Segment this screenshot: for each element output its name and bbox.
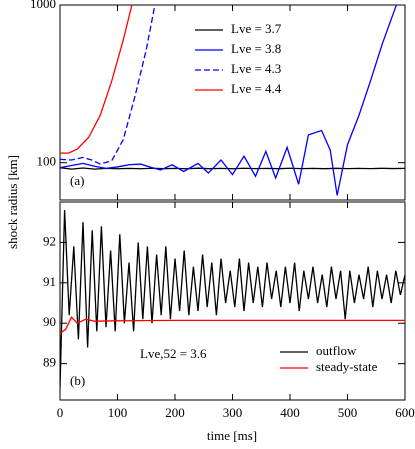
x-tick-label: 200 bbox=[165, 405, 185, 420]
series-line bbox=[60, 210, 405, 388]
y-tick-label: 100 bbox=[37, 154, 57, 169]
legend-label: Lve = 4.4 bbox=[231, 81, 282, 96]
legend-label: Lve = 4.3 bbox=[231, 61, 281, 76]
legend-label: steady-state bbox=[316, 359, 378, 374]
x-tick-label: 600 bbox=[395, 405, 415, 420]
series-line bbox=[60, 316, 405, 334]
y-tick-label: 89 bbox=[43, 355, 56, 370]
legend-label: Lve = 3.7 bbox=[231, 21, 282, 36]
y-tick-label: 1000 bbox=[30, 0, 56, 11]
y-axis-label: shock radius [km] bbox=[5, 155, 20, 249]
panel-label: (b) bbox=[70, 373, 85, 388]
series-line bbox=[60, 5, 133, 154]
y-tick-label: 91 bbox=[43, 274, 56, 289]
x-tick-label: 300 bbox=[223, 405, 243, 420]
x-tick-label: 500 bbox=[338, 405, 358, 420]
series-line bbox=[60, 167, 405, 170]
y-tick-label: 92 bbox=[43, 233, 56, 248]
x-tick-label: 0 bbox=[57, 405, 64, 420]
x-tick-label: 100 bbox=[108, 405, 128, 420]
panel-label: (a) bbox=[70, 173, 84, 188]
series-line bbox=[60, 5, 397, 196]
y-tick-label: 90 bbox=[43, 314, 56, 329]
x-tick-label: 400 bbox=[280, 405, 300, 420]
series-line bbox=[60, 5, 156, 165]
legend-label: outflow bbox=[316, 343, 357, 358]
annotation: Lve,52 = 3.6 bbox=[140, 346, 207, 361]
x-axis-label: time [ms] bbox=[207, 428, 257, 443]
legend-label: Lve = 3.8 bbox=[231, 41, 281, 56]
